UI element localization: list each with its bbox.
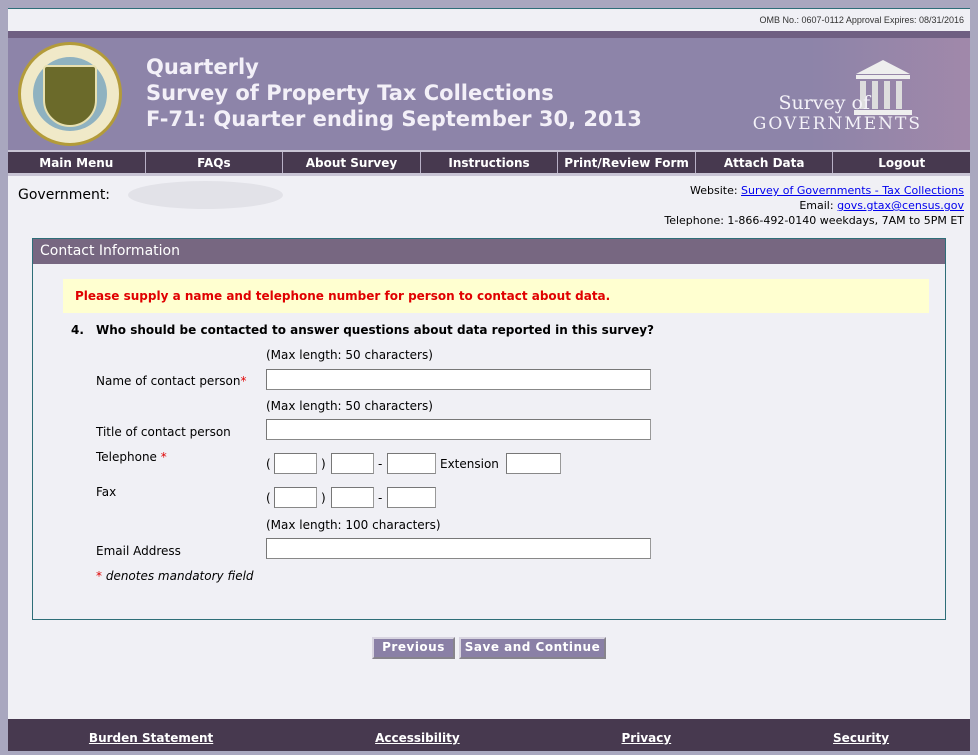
telephone-label: Telephone * xyxy=(96,450,167,464)
telephone-area-code-input[interactable] xyxy=(274,453,317,474)
dash: - xyxy=(378,457,383,471)
banner: Quarterly Survey of Property Tax Collect… xyxy=(8,38,970,150)
omb-notice: OMB No.: 0607-0112 Approval Expires: 08/… xyxy=(759,15,964,25)
nav-main-menu[interactable]: Main Menu xyxy=(8,152,146,173)
website-link[interactable]: Survey of Governments - Tax Collections xyxy=(741,184,964,197)
fax-prefix-input[interactable] xyxy=(331,487,374,508)
title-max-length: (Max length: 50 characters) xyxy=(266,399,433,413)
telephone-info: Telephone: 1-866-492-0140 weekdays, 7AM … xyxy=(664,214,964,227)
extension-label: Extension xyxy=(440,457,499,471)
email-max-length: (Max length: 100 characters) xyxy=(266,518,441,532)
question-text: Who should be contacted to answer questi… xyxy=(96,323,655,337)
title-line-1: Quarterly xyxy=(146,55,259,79)
email-link[interactable]: govs.gtax@census.gov xyxy=(837,199,964,212)
footer-accessibility[interactable]: Accessibility xyxy=(375,731,460,745)
fax-area-code-input[interactable] xyxy=(274,487,317,508)
save-and-continue-button[interactable]: Save and Continue xyxy=(459,637,606,659)
email-input[interactable] xyxy=(266,538,651,559)
title-line-3: F-71: Quarter ending September 30, 2013 xyxy=(146,107,642,131)
name-max-length: (Max length: 50 characters) xyxy=(266,348,433,362)
nav-instructions[interactable]: Instructions xyxy=(421,152,559,173)
government-name-redacted xyxy=(128,181,283,209)
title-line-2: Survey of Property Tax Collections xyxy=(146,81,554,105)
telephone-prefix-input[interactable] xyxy=(331,453,374,474)
page: OMB No.: 0607-0112 Approval Expires: 08/… xyxy=(8,8,970,751)
census-seal-logo xyxy=(18,42,122,146)
title-label: Title of contact person xyxy=(96,425,231,439)
contact-information-panel: Contact Information Please supply a name… xyxy=(32,238,946,620)
footer-privacy[interactable]: Privacy xyxy=(621,731,672,745)
footer: Burden Statement Accessibility Privacy S… xyxy=(8,719,970,751)
main-nav: Main Menu FAQs About Survey Instructions… xyxy=(8,150,970,176)
warning-message: Please supply a name and telephone numbe… xyxy=(63,279,929,313)
mandatory-note: * denotes mandatory field xyxy=(96,569,254,583)
contact-name-input[interactable] xyxy=(266,369,651,390)
survey-of-governments-logo: Survey of GOVERNMENTS xyxy=(742,58,922,138)
contact-title-input[interactable] xyxy=(266,419,651,440)
header-band xyxy=(8,31,970,38)
fax-line-input[interactable] xyxy=(387,487,436,508)
nav-logout[interactable]: Logout xyxy=(878,156,926,170)
telephone-extension-input[interactable] xyxy=(506,453,561,474)
government-label: Government: xyxy=(18,187,111,203)
paren-open: ( xyxy=(266,491,271,505)
dash: - xyxy=(378,491,383,505)
nav-faqs[interactable]: FAQs xyxy=(146,152,284,173)
email-label: Email Address xyxy=(96,544,181,558)
page-title: Quarterly Survey of Property Tax Collect… xyxy=(146,54,642,132)
nav-attach-data[interactable]: Attach Data xyxy=(696,152,834,173)
paren-open: ( xyxy=(266,457,271,471)
footer-burden-statement[interactable]: Burden Statement xyxy=(88,731,214,745)
fax-label: Fax xyxy=(96,485,117,499)
required-asterisk: * xyxy=(96,569,102,583)
logo-line-1: Survey of xyxy=(778,92,870,114)
nav-print-review-form[interactable]: Print/Review Form xyxy=(558,152,696,173)
required-asterisk: * xyxy=(240,374,247,388)
website-label: Website: xyxy=(689,184,738,197)
nav-about-survey[interactable]: About Survey xyxy=(283,152,421,173)
paren-close: ) xyxy=(321,491,326,505)
footer-security[interactable]: Security xyxy=(833,731,890,745)
contact-info: Website: Survey of Governments - Tax Col… xyxy=(664,183,964,228)
email-label: Email: xyxy=(799,199,834,212)
telephone-line-input[interactable] xyxy=(387,453,436,474)
building-icon xyxy=(854,60,912,115)
logo-line-2: GOVERNMENTS xyxy=(752,114,922,134)
paren-close: ) xyxy=(321,457,326,471)
question-number: 4. xyxy=(71,323,84,337)
required-asterisk: * xyxy=(160,450,167,464)
previous-button[interactable]: Previous xyxy=(372,637,455,659)
name-label: Name of contact person* xyxy=(96,374,247,388)
panel-title: Contact Information xyxy=(33,239,945,264)
